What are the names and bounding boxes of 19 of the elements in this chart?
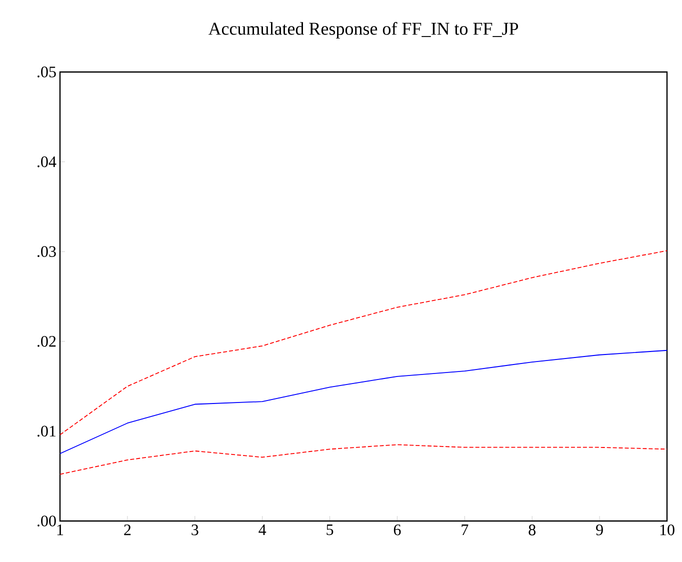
x-tick-label: 7 — [462, 524, 468, 535]
x-tick-label: 8 — [528, 524, 536, 536]
y-tick-label: .01 — [38, 426, 56, 437]
x-tick-label: 6 — [394, 524, 401, 536]
x-tick-label: 4 — [258, 524, 266, 536]
chart-title: Accumulated Response of FF_IN to FF_JP — [208, 22, 518, 38]
y-tick-label: .04 — [38, 156, 56, 168]
line-series — [60, 250, 668, 436]
x-tick-label: 1 — [57, 524, 64, 536]
x-tick-label: 10 — [660, 524, 674, 536]
y-tick-label: .00 — [38, 516, 56, 526]
y-tick-label: .03 — [38, 246, 56, 258]
y-tick-label: .02 — [38, 336, 56, 347]
x-tick-label: 5 — [326, 524, 334, 536]
x-tick-label: 3 — [192, 524, 198, 536]
line-series — [60, 350, 668, 454]
x-tick-label: 9 — [596, 524, 603, 536]
y-tick-label: .05 — [38, 66, 56, 78]
x-tick-label: 2 — [124, 524, 131, 536]
